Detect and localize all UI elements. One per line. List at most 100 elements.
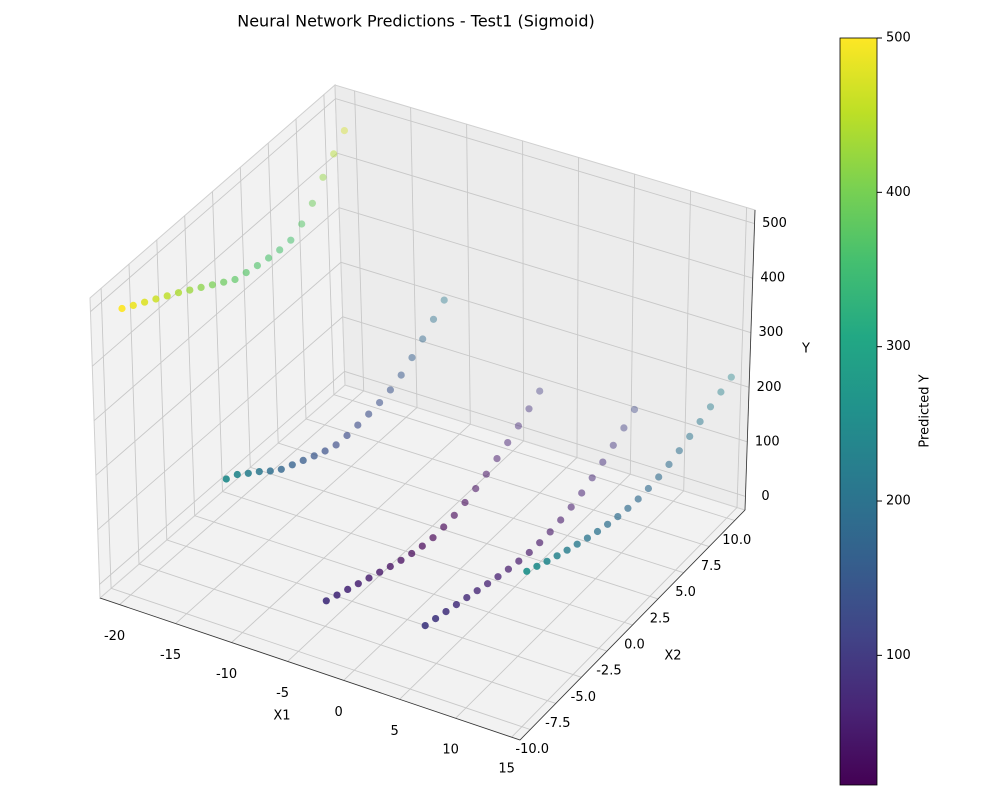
x2-tick-label: 2.5	[650, 611, 671, 626]
data-point	[330, 150, 338, 158]
data-point	[603, 520, 612, 528]
grid	[90, 90, 756, 741]
data-point	[686, 432, 694, 441]
data-point	[675, 447, 683, 455]
colorbar-ticks: 100 200 300 400 500	[877, 31, 911, 663]
data-point	[525, 548, 533, 557]
data-point	[472, 485, 480, 493]
labels: -20 -15 -10 -5 0 5 10 15-10.0 -7.5-5.0-2.50.0 2.5…	[104, 216, 787, 777]
data-point	[118, 304, 126, 313]
data-point	[222, 475, 230, 483]
x-tick-label: 15	[498, 762, 515, 777]
data-point	[727, 373, 735, 381]
z-tick-label: 0	[761, 489, 769, 504]
data-point	[493, 455, 501, 463]
data-point	[440, 296, 448, 304]
x2-tick-label: -5.0	[571, 690, 596, 705]
data-point	[208, 281, 216, 289]
data-point	[514, 422, 523, 430]
data-point	[332, 441, 340, 449]
data-point	[129, 301, 137, 310]
z-tick-label: 100	[755, 434, 780, 449]
colorbar-tick-label: 400	[886, 185, 911, 200]
grid-line	[90, 98, 755, 312]
data-point	[220, 278, 228, 286]
data-point	[255, 468, 263, 476]
data-point	[442, 607, 450, 616]
colorbar-tick-label: 100	[886, 648, 911, 663]
data-point	[397, 371, 405, 379]
data-point	[310, 452, 318, 460]
colorbar	[839, 37, 878, 786]
data-point	[419, 335, 427, 343]
data-point	[321, 447, 329, 455]
data-point	[504, 565, 513, 573]
data-point	[152, 295, 160, 303]
data-point	[429, 315, 438, 323]
data-point	[288, 461, 296, 469]
x-tick-label: -10	[216, 667, 237, 682]
data-point	[450, 511, 458, 519]
data-point	[523, 567, 531, 575]
data-point	[432, 614, 440, 623]
data-point	[277, 465, 285, 473]
x-tick-label: -20	[104, 629, 125, 644]
data-point	[536, 387, 544, 395]
data-point	[473, 587, 481, 595]
data-point	[186, 286, 194, 294]
data-point	[299, 456, 307, 465]
z-axis-line	[744, 209, 756, 511]
z-tick-label: 500	[762, 216, 787, 231]
data-point	[298, 220, 306, 228]
data-point	[515, 557, 523, 565]
data-point	[340, 127, 349, 135]
data-point	[231, 275, 239, 284]
x2-tick-label: 10.0	[722, 533, 751, 548]
x-tick-label: 5	[390, 724, 398, 739]
data-point	[322, 597, 330, 605]
data-point	[624, 504, 632, 512]
data-point	[421, 621, 429, 630]
data-point	[696, 418, 704, 426]
grid-line	[455, 190, 692, 719]
grid-line	[99, 370, 746, 585]
data-point	[494, 573, 502, 581]
data-point	[365, 574, 373, 582]
data-point	[418, 542, 426, 550]
data-point	[163, 292, 171, 300]
data-point	[266, 467, 274, 475]
data-point	[546, 528, 554, 536]
grid-line	[511, 207, 748, 738]
grid-line	[287, 140, 525, 662]
data-point	[644, 484, 653, 493]
grid-line	[156, 239, 582, 678]
grid-line	[175, 107, 418, 624]
data-point	[593, 527, 602, 536]
chart-title: Neural Network Predictions - Test1 (Sigm…	[237, 12, 595, 31]
x2-tick-label: -10.0	[515, 742, 549, 757]
x2-tick-label: -2.5	[596, 664, 621, 679]
grid-line	[399, 174, 636, 700]
data-point	[525, 405, 533, 413]
data-point	[717, 388, 725, 396]
z-axis-label: Y	[801, 342, 810, 357]
data-point	[197, 283, 205, 292]
data-point	[706, 403, 715, 411]
grid-line	[100, 288, 531, 730]
grid-line	[184, 215, 608, 652]
panes	[89, 83, 756, 741]
data-point	[354, 421, 362, 429]
data-point	[553, 552, 561, 560]
data-point	[563, 546, 571, 554]
data-point	[333, 591, 341, 599]
data-point	[463, 593, 471, 602]
x-tick-label: 0	[334, 705, 342, 720]
data-point	[319, 173, 327, 181]
grid-line	[95, 261, 750, 476]
data-point	[614, 512, 622, 521]
x-tick-label: -5	[276, 686, 289, 701]
grid-line	[323, 94, 735, 521]
x2-tick-label: -7.5	[545, 716, 570, 731]
grid-line	[343, 157, 580, 681]
data-point	[583, 534, 592, 542]
